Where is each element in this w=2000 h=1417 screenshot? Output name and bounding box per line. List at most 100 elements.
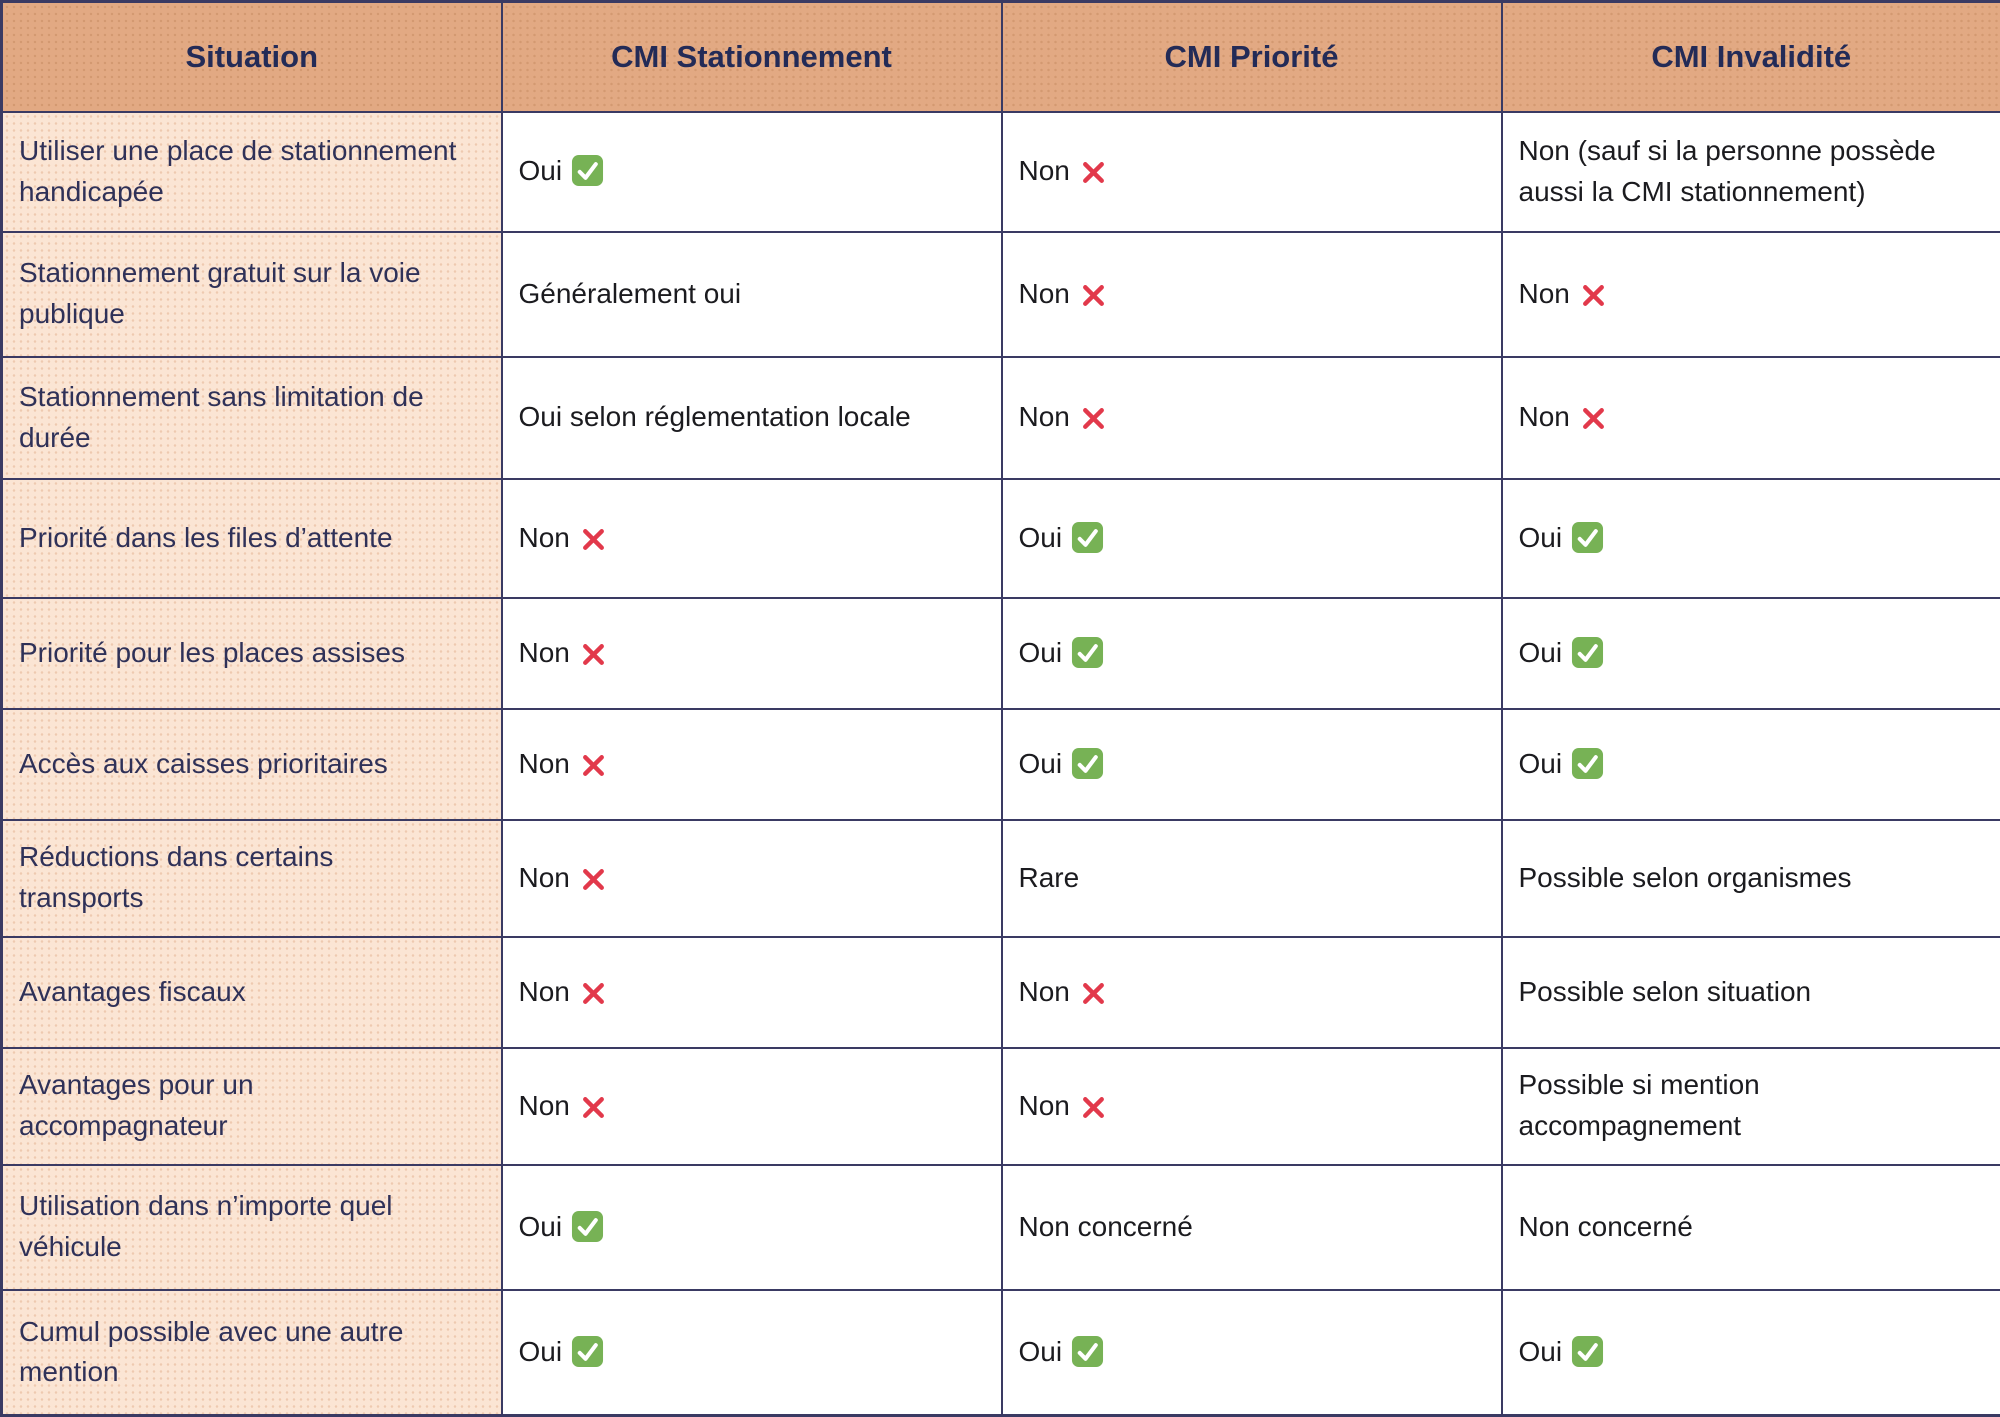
- situation-label: Stationnement sans limitation de durée: [19, 381, 424, 453]
- value-cell: Non: [1502, 232, 2000, 357]
- cell-text: Oui: [1019, 522, 1063, 553]
- situation-label: Priorité pour les places assises: [19, 637, 405, 668]
- cell-text: Possible si mention accompagnement: [1519, 1069, 1760, 1141]
- value-cell: Oui: [1502, 479, 2000, 598]
- value-cell: Non: [502, 709, 1002, 820]
- cell-text: Non: [1019, 155, 1070, 186]
- value-cell: Non (sauf si la personne possède aussi l…: [1502, 112, 2000, 232]
- cell-text: Oui: [1019, 1336, 1063, 1367]
- cell-text: Non: [1019, 976, 1070, 1007]
- situation-label-cell: Accès aux caisses prioritaires: [2, 709, 502, 820]
- situation-label-cell: Stationnement sans limitation de durée: [2, 357, 502, 479]
- value-cell: Généralement oui: [502, 232, 1002, 357]
- cell-text: Non concerné: [1519, 1211, 1693, 1242]
- cross-icon: [579, 525, 608, 554]
- value-cell: Non: [502, 1048, 1002, 1165]
- value-cell: Non: [1002, 1048, 1502, 1165]
- check-icon: [1071, 747, 1104, 780]
- cell-text: Oui: [1519, 522, 1563, 553]
- value-cell: Non concerné: [1502, 1165, 2000, 1290]
- value-cell: Non: [502, 820, 1002, 937]
- value-cell: Non: [1502, 357, 2000, 479]
- cross-icon: [1079, 281, 1108, 310]
- table-row: Utilisation dans n’importe quel véhicule…: [2, 1165, 2000, 1290]
- column-header-label: CMI Stationnement: [611, 39, 892, 74]
- cell-text: Non: [1019, 401, 1070, 432]
- value-cell: Possible selon situation: [1502, 937, 2000, 1048]
- cell-text: Non: [1519, 278, 1570, 309]
- cell-text: Non: [519, 1090, 570, 1121]
- value-cell: Non concerné: [1002, 1165, 1502, 1290]
- column-header-2: CMI Priorité: [1002, 2, 1502, 112]
- cell-text: Non (sauf si la personne possède aussi l…: [1519, 135, 1936, 207]
- value-cell: Non: [1002, 232, 1502, 357]
- cross-icon: [579, 1093, 608, 1122]
- cell-text: Possible selon situation: [1519, 976, 1812, 1007]
- table-row: Stationnement sans limitation de durée Ou…: [2, 357, 2000, 479]
- situation-label: Utilisation dans n’importe quel véhicule: [19, 1190, 393, 1262]
- value-cell: Oui: [1002, 709, 1502, 820]
- situation-label: Accès aux caisses prioritaires: [19, 748, 388, 779]
- cross-icon: [579, 979, 608, 1008]
- value-cell: Non: [502, 598, 1002, 709]
- value-cell: Oui: [502, 1165, 1002, 1290]
- value-cell: Oui: [502, 112, 1002, 232]
- cell-text: Oui: [519, 1211, 563, 1242]
- value-cell: Oui: [1502, 598, 2000, 709]
- cell-text: Non: [1019, 1090, 1070, 1121]
- situation-label-cell: Priorité pour les places assises: [2, 598, 502, 709]
- value-cell: Non: [1002, 112, 1502, 232]
- value-cell: Oui selon réglementation locale: [502, 357, 1002, 479]
- cell-text: Non: [519, 862, 570, 893]
- situation-label: Cumul possible avec une autre mention: [19, 1316, 403, 1388]
- situation-label: Réductions dans certains transports: [19, 841, 333, 913]
- table-row: Avantages pour un accompagnateur Non Non Po…: [2, 1048, 2000, 1165]
- value-cell: Non: [1002, 357, 1502, 479]
- situation-label-cell: Priorité dans les files d’attente: [2, 479, 502, 598]
- cross-icon: [1079, 404, 1108, 433]
- cell-text: Oui selon réglementation locale: [519, 401, 911, 432]
- cross-icon: [1079, 979, 1108, 1008]
- cell-text: Possible selon organismes: [1519, 862, 1852, 893]
- cell-text: Non: [519, 748, 570, 779]
- value-cell: Oui: [502, 1290, 1002, 1416]
- table-row: Cumul possible avec une autre mention Oui…: [2, 1290, 2000, 1416]
- check-icon: [571, 154, 604, 187]
- value-cell: Non: [1002, 937, 1502, 1048]
- value-cell: Possible si mention accompagnement: [1502, 1048, 2000, 1165]
- cell-text: Non: [519, 976, 570, 1007]
- cross-icon: [579, 751, 608, 780]
- cross-icon: [1579, 281, 1608, 310]
- table-row: Stationnement gratuit sur la voie publiq…: [2, 232, 2000, 357]
- situation-label-cell: Réductions dans certains transports: [2, 820, 502, 937]
- table-row: Réductions dans certains transports Non Ra…: [2, 820, 2000, 937]
- cell-text: Oui: [519, 155, 563, 186]
- cross-icon: [1079, 158, 1108, 187]
- column-header-3: CMI Invalidité: [1502, 2, 2000, 112]
- cell-text: Rare: [1019, 862, 1080, 893]
- cell-text: Généralement oui: [519, 278, 742, 309]
- situation-label: Utiliser une place de stationnement hand…: [19, 135, 456, 207]
- cell-text: Oui: [1019, 637, 1063, 668]
- check-icon: [1071, 636, 1104, 669]
- cell-text: Oui: [1519, 1336, 1563, 1367]
- situation-label-cell: Avantages pour un accompagnateur: [2, 1048, 502, 1165]
- cross-icon: [1079, 1093, 1108, 1122]
- value-cell: Possible selon organismes: [1502, 820, 2000, 937]
- check-icon: [1571, 636, 1604, 669]
- value-cell: Oui: [1502, 1290, 2000, 1416]
- check-icon: [1571, 747, 1604, 780]
- column-header-label: CMI Priorité: [1165, 39, 1339, 74]
- cross-icon: [1579, 404, 1608, 433]
- check-icon: [571, 1335, 604, 1368]
- table-row: Priorité pour les places assises Non Oui Ou…: [2, 598, 2000, 709]
- situation-label: Stationnement gratuit sur la voie publiq…: [19, 257, 421, 329]
- value-cell: Rare: [1002, 820, 1502, 937]
- cell-text: Oui: [1019, 748, 1063, 779]
- cell-text: Non: [1519, 401, 1570, 432]
- check-icon: [1071, 1335, 1104, 1368]
